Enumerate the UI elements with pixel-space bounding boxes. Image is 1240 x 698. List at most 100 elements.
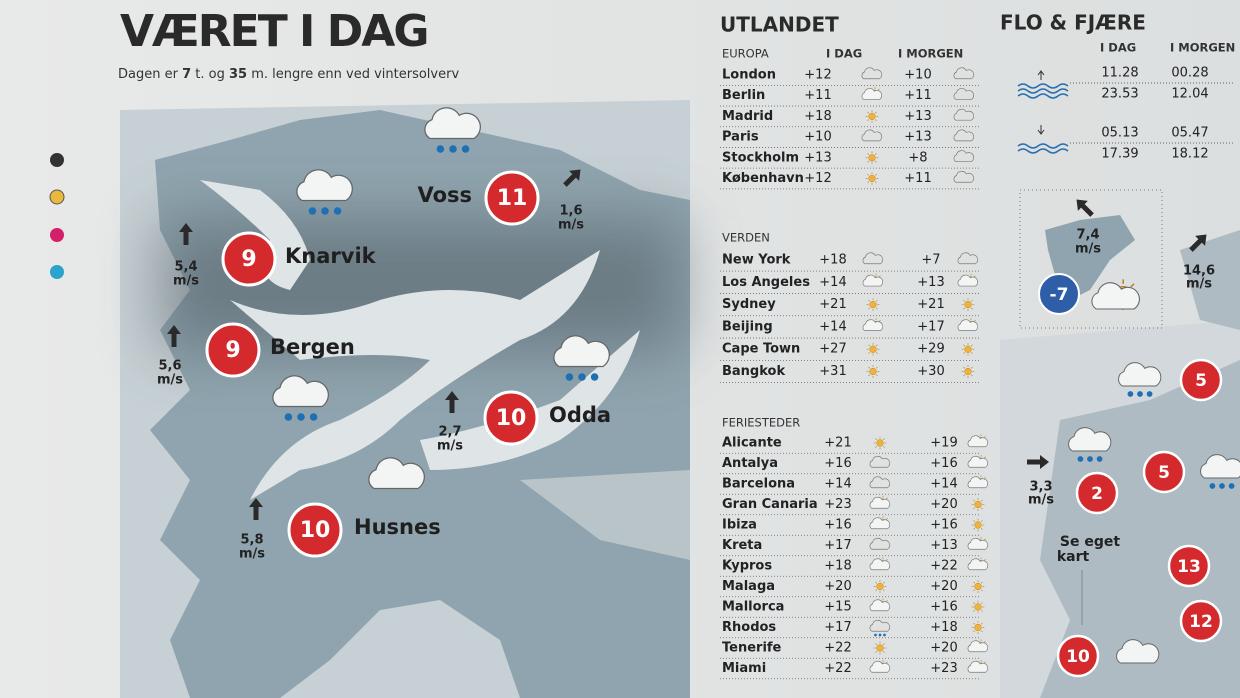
sun-ray [963, 299, 966, 302]
section-label: EUROPA [722, 47, 769, 61]
rain-drop [1077, 456, 1084, 462]
weather-icon [861, 67, 883, 80]
sun [869, 367, 877, 376]
sun-ray [983, 559, 986, 561]
place-name: Alicante [722, 436, 782, 451]
sun-ray [980, 520, 983, 523]
sun-ray [973, 589, 976, 592]
cloud [368, 457, 425, 490]
temp-tomorrow: +17 [917, 319, 944, 334]
rain-drop [284, 413, 293, 421]
sun-ray [970, 366, 973, 369]
weather-icon [953, 88, 975, 100]
weather-icon [869, 476, 891, 489]
wind-speed: 1,6 [559, 204, 582, 219]
weather-icon [869, 619, 891, 637]
weather-icon [953, 67, 975, 80]
wind-speed: 5,4 [174, 260, 197, 275]
place-name: Malaga [722, 579, 775, 594]
sun-ray [868, 366, 871, 369]
sun-ray [963, 344, 966, 347]
sun-ray [963, 307, 966, 310]
temp-tomorrow: +29 [917, 342, 944, 357]
wind-speed: 5,8 [240, 533, 263, 548]
sun-ray [983, 436, 986, 438]
temp-tomorrow: +16 [930, 600, 957, 615]
rain-drop [321, 207, 329, 215]
sun-ray [885, 600, 888, 602]
weather-icon [862, 273, 884, 287]
wind-arrow [249, 498, 263, 520]
sun-ray [973, 527, 976, 530]
weather-icon [971, 600, 985, 614]
city-temp: 9 [225, 338, 240, 363]
rain-drop [878, 633, 882, 637]
sun-ray [868, 374, 871, 377]
weather-icon [873, 641, 887, 655]
cloud [272, 375, 329, 408]
cloud [869, 660, 891, 673]
weather-icon [961, 342, 975, 356]
cloud [1091, 282, 1140, 310]
wind-unit: m/s [173, 274, 199, 289]
sun [964, 345, 972, 353]
place-name: Tenerife [722, 641, 782, 656]
temp-today: +21 [824, 436, 851, 451]
wind-arrow [1189, 234, 1207, 252]
wind-speed: 7,4 [1076, 228, 1099, 243]
cloud [967, 537, 989, 550]
sun-ray [973, 507, 976, 510]
temp-today: +14 [819, 275, 846, 290]
place-name: Los Angeles [722, 275, 810, 290]
rain-drop [308, 207, 317, 215]
temp-tomorrow: +23 [930, 661, 957, 676]
weather-icon [553, 335, 610, 381]
cloud [869, 558, 891, 571]
sun-ray [970, 374, 973, 377]
rain-drop [1096, 456, 1103, 462]
weather-icon [957, 252, 979, 265]
sun-ray [980, 581, 983, 584]
weather-icon [1200, 454, 1240, 489]
cloud [869, 619, 891, 632]
rain-drop [1127, 391, 1134, 397]
cloud [862, 252, 884, 265]
cloud [953, 88, 975, 100]
sun [876, 582, 884, 591]
weather-icon [1118, 362, 1162, 397]
cloud [869, 599, 891, 612]
cloud [953, 150, 975, 162]
wave [1017, 88, 1069, 94]
sun-ray [980, 499, 983, 502]
sun-ray [875, 643, 878, 646]
temp-today: +16 [824, 456, 851, 471]
weather-icon [865, 151, 879, 165]
temp-badge [1167, 544, 1211, 588]
rain-drop [578, 373, 586, 381]
weather-icon [869, 557, 891, 571]
temp-tomorrow: +20 [930, 497, 957, 512]
weather-icon [971, 498, 985, 511]
temp-value: 5 [1158, 463, 1170, 483]
rain-drop [590, 373, 599, 381]
city-temp: 10 [300, 518, 331, 543]
weather-icon [869, 495, 891, 509]
sun-ray [875, 445, 878, 448]
sun-ray [868, 299, 871, 302]
temp-tomorrow: +10 [904, 68, 931, 83]
place-name: Gran Canaria [722, 497, 818, 512]
column-header: I DAG [1100, 41, 1136, 55]
wind-speed: 14,6 [1183, 264, 1215, 279]
temp-today: +16 [824, 518, 851, 533]
sun-ray [882, 438, 885, 441]
cloud [957, 252, 979, 265]
temp-tomorrow: +14 [930, 477, 957, 492]
weather-icon [873, 436, 887, 450]
cloud [953, 170, 975, 183]
sun-ray [867, 181, 870, 184]
sun-ray [877, 88, 880, 91]
sun-ray [875, 650, 878, 653]
sun-ray [983, 641, 986, 643]
cloud [953, 129, 975, 142]
rain-drop [565, 373, 574, 381]
